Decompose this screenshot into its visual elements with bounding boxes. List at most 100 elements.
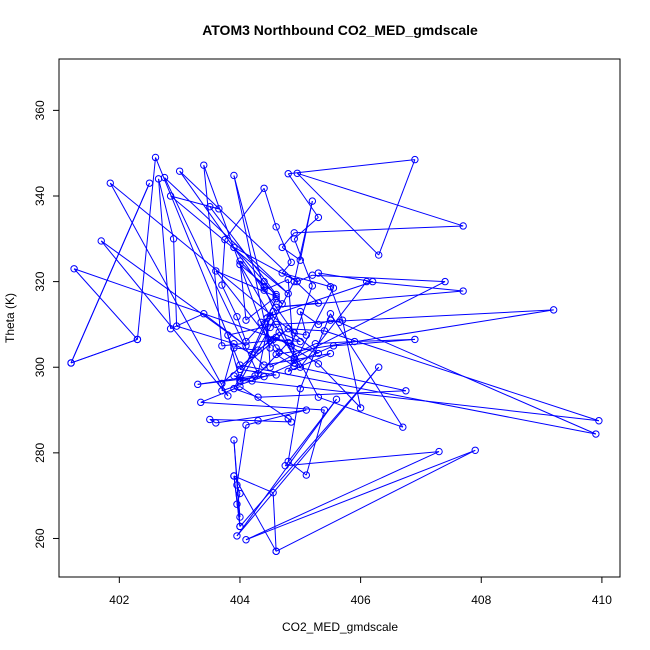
data-point xyxy=(314,393,323,401)
y-tick-label: 320 xyxy=(33,271,47,291)
data-point xyxy=(296,256,304,264)
data-point xyxy=(70,265,78,273)
data-point xyxy=(272,223,280,231)
data-point xyxy=(194,380,202,389)
data-point xyxy=(166,325,175,333)
data-point xyxy=(236,522,244,531)
data-point xyxy=(154,175,163,183)
y-tick-label: 280 xyxy=(33,443,47,463)
series-line-segment xyxy=(330,319,340,323)
data-point xyxy=(350,337,359,346)
data-point xyxy=(266,323,274,332)
data-point xyxy=(260,283,268,291)
data-point xyxy=(375,363,383,371)
data-point xyxy=(435,447,443,456)
data-point xyxy=(230,436,238,444)
y-axis: 260 280 300 320 340 360 xyxy=(33,100,59,548)
plot-frame xyxy=(58,58,621,578)
data-point xyxy=(233,500,241,508)
series-line-segment xyxy=(342,320,362,409)
data-point xyxy=(284,289,292,298)
data-point xyxy=(314,320,323,329)
data-point xyxy=(329,284,338,292)
data-point xyxy=(260,184,268,192)
series-line-segment xyxy=(209,418,259,422)
data-point xyxy=(335,318,344,326)
series-line-segment xyxy=(294,365,406,392)
data-point xyxy=(230,472,238,480)
data-point xyxy=(248,377,256,385)
series-line-segment xyxy=(239,364,596,435)
series-line-segment xyxy=(221,340,271,347)
data-point xyxy=(242,421,250,429)
data-point xyxy=(284,457,292,466)
data-point xyxy=(290,355,298,364)
series-line-segment xyxy=(287,279,295,363)
data-point xyxy=(260,277,268,286)
data-point xyxy=(595,417,603,425)
series-line-segment xyxy=(233,475,274,494)
data-point xyxy=(320,327,329,335)
series-line-segment xyxy=(281,262,292,274)
data-point xyxy=(296,363,304,371)
data-point xyxy=(326,316,335,324)
data-point xyxy=(272,292,280,301)
x-tick-label: 404 xyxy=(230,593,250,607)
series-line-segment xyxy=(278,342,289,353)
data-point xyxy=(314,349,323,358)
data-point xyxy=(212,419,220,427)
series-line-segment xyxy=(288,159,415,175)
data-point xyxy=(402,387,410,395)
data-point xyxy=(284,367,292,376)
series-line-segment xyxy=(221,347,235,391)
y-axis-label: Theta (K) xyxy=(3,293,17,343)
data-point xyxy=(302,331,311,339)
x-tick-label: 406 xyxy=(351,593,371,607)
y-tick-label: 360 xyxy=(33,100,47,120)
data-point xyxy=(302,471,311,479)
data-point xyxy=(236,365,244,374)
data-point xyxy=(260,286,268,294)
series-line-segment xyxy=(100,240,229,397)
series-line-segment xyxy=(285,451,440,467)
data-point xyxy=(242,536,250,544)
data-point xyxy=(293,277,301,286)
x-axis: 402 404 406 408 410 xyxy=(109,577,612,607)
data-point xyxy=(296,384,304,393)
series-line-segment xyxy=(239,366,380,527)
series-line-segment xyxy=(209,206,277,295)
series-line-segment xyxy=(176,325,235,345)
data-point xyxy=(197,398,205,407)
series-line-segment xyxy=(173,238,178,327)
data-point xyxy=(411,335,419,344)
data-point xyxy=(206,202,214,211)
series-line-segment xyxy=(236,424,247,486)
series-line-segment xyxy=(233,388,259,398)
data-point xyxy=(233,313,241,321)
data-point xyxy=(242,316,250,324)
series-points xyxy=(67,153,603,556)
data-point xyxy=(236,260,244,269)
y-tick-label: 340 xyxy=(33,186,47,206)
data-point xyxy=(221,235,229,244)
series-line-segment xyxy=(312,274,446,283)
data-point xyxy=(278,300,286,308)
data-point xyxy=(200,161,208,169)
series-line-segment xyxy=(251,354,265,366)
series-line-segment xyxy=(239,379,599,422)
series-line-segment xyxy=(233,439,241,518)
data-point xyxy=(302,406,311,414)
series-line-segment xyxy=(287,461,307,476)
series-line-segment xyxy=(297,274,313,283)
data-point xyxy=(206,415,214,424)
series-line-segment xyxy=(209,206,219,210)
data-point xyxy=(284,414,292,423)
data-point xyxy=(230,344,238,352)
series-line-segment xyxy=(330,313,404,428)
data-point xyxy=(549,306,558,314)
data-point xyxy=(272,295,280,303)
data-point xyxy=(224,392,232,400)
series-line-segment xyxy=(378,159,416,256)
data-point xyxy=(275,328,283,336)
